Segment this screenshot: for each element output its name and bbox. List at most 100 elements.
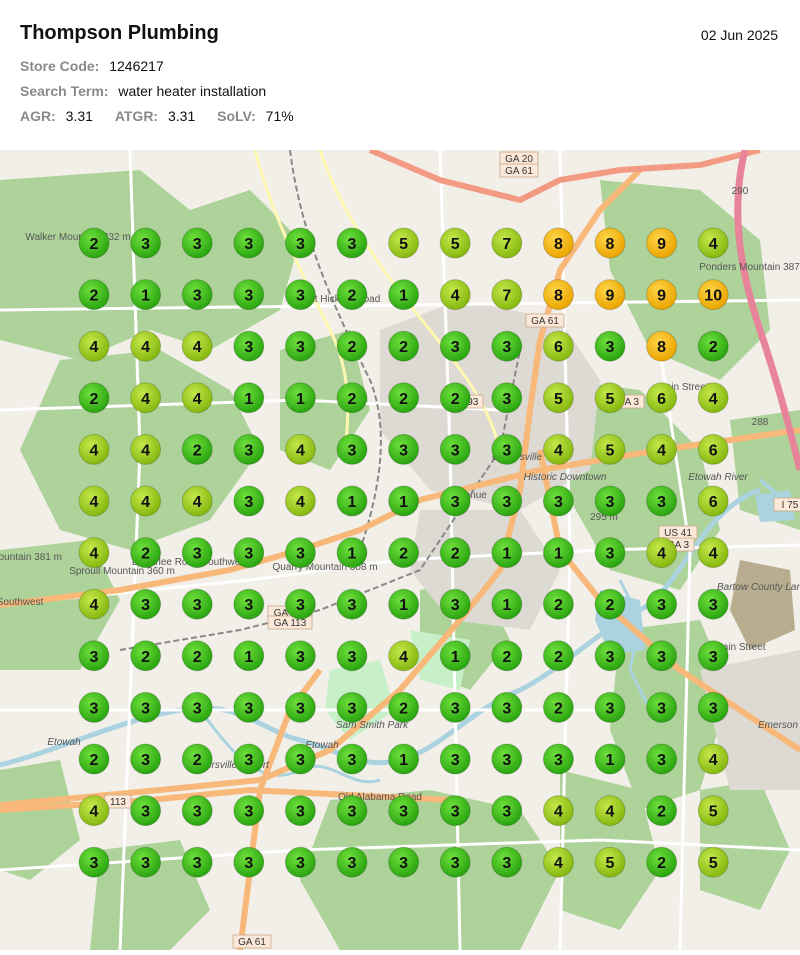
rank-pin-circle[interactable] [439,691,471,723]
rank-pin-circle[interactable] [491,691,523,723]
rank-pin[interactable]: 1 [336,485,368,517]
rank-pin[interactable]: 4 [646,433,678,465]
rank-pin[interactable]: 3 [594,485,626,517]
rank-pins[interactable]: 2 3 3 3 3 3 5 5 7 8 8 9 4 2 1 3 3 3 2 1 4 7 8 9 9 10 4 4 4 3 3 2 2 3 3 6 3 8 2… [78,227,729,878]
rank-pin-circle[interactable] [233,691,265,723]
rank-pin[interactable]: 3 [646,743,678,775]
rank-pin-circle[interactable] [542,382,574,414]
rank-pin[interactable]: 3 [439,485,471,517]
rank-pin[interactable]: 4 [78,795,110,827]
rank-pin[interactable]: 3 [439,846,471,878]
rank-pin[interactable]: 5 [388,227,420,259]
rank-pin[interactable]: 1 [388,743,420,775]
rank-pin[interactable]: 3 [646,691,678,723]
rank-pin[interactable]: 2 [181,743,213,775]
rank-pin[interactable]: 4 [130,485,162,517]
rank-pin-circle[interactable] [233,743,265,775]
rank-pin[interactable]: 3 [130,691,162,723]
rank-pin[interactable]: 2 [336,382,368,414]
rank-pin[interactable]: 3 [233,433,265,465]
rank-pin[interactable]: 4 [78,433,110,465]
rank-pin-circle[interactable] [284,846,316,878]
rank-pin[interactable]: 3 [284,279,316,311]
rank-pin-circle[interactable] [542,743,574,775]
rank-pin[interactable]: 3 [181,795,213,827]
rank-pin-circle[interactable] [594,846,626,878]
rank-pin-circle[interactable] [78,691,110,723]
rank-pin[interactable]: 3 [181,846,213,878]
rank-pin-circle[interactable] [284,330,316,362]
rank-pin-circle[interactable] [439,743,471,775]
rank-pin[interactable]: 4 [542,846,574,878]
rank-pin[interactable]: 3 [336,846,368,878]
rank-pin[interactable]: 3 [697,691,729,723]
rank-pin[interactable]: 3 [130,588,162,620]
rank-pin[interactable]: 3 [233,795,265,827]
rank-pin-circle[interactable] [130,433,162,465]
rank-pin[interactable]: 2 [388,691,420,723]
rank-pin[interactable]: 3 [284,795,316,827]
rank-pin-circle[interactable] [697,433,729,465]
rank-pin[interactable]: 3 [388,795,420,827]
rank-pin[interactable]: 5 [594,846,626,878]
rank-pin[interactable]: 1 [542,537,574,569]
rank-pin[interactable]: 3 [336,433,368,465]
rank-pin-circle[interactable] [78,382,110,414]
rank-pin[interactable]: 3 [233,279,265,311]
rank-pin[interactable]: 2 [78,227,110,259]
rank-pin-circle[interactable] [130,382,162,414]
rank-pin-circle[interactable] [336,588,368,620]
rank-pin-circle[interactable] [697,640,729,672]
rank-pin-circle[interactable] [181,691,213,723]
rank-pin-circle[interactable] [439,846,471,878]
rank-pin[interactable]: 4 [439,279,471,311]
rank-pin-circle[interactable] [646,433,678,465]
rank-pin[interactable]: 3 [646,640,678,672]
rank-pin-circle[interactable] [336,537,368,569]
rank-pin[interactable]: 1 [491,537,523,569]
rank-pin-circle[interactable] [336,846,368,878]
rank-pin[interactable]: 4 [78,330,110,362]
rank-pin[interactable]: 3 [491,433,523,465]
rank-pin-circle[interactable] [491,846,523,878]
rank-pin-circle[interactable] [181,330,213,362]
rank-pin[interactable]: 3 [233,743,265,775]
rank-pin-circle[interactable] [284,382,316,414]
rank-pin[interactable]: 3 [697,588,729,620]
rank-pin[interactable]: 3 [336,691,368,723]
rank-pin[interactable]: 3 [233,846,265,878]
rank-pin-circle[interactable] [439,279,471,311]
rank-pin[interactable]: 3 [130,795,162,827]
rank-pin-circle[interactable] [78,330,110,362]
rank-pin[interactable]: 3 [439,743,471,775]
rank-pin[interactable]: 3 [78,640,110,672]
rank-pin-circle[interactable] [181,795,213,827]
rank-pin[interactable]: 4 [78,537,110,569]
rank-pin[interactable]: 2 [388,382,420,414]
rank-pin-circle[interactable] [78,640,110,672]
rank-pin[interactable]: 3 [439,330,471,362]
rank-pin-circle[interactable] [388,279,420,311]
rank-pin-circle[interactable] [181,433,213,465]
rank-pin[interactable]: 2 [78,279,110,311]
rank-pin[interactable]: 3 [233,485,265,517]
rank-pin[interactable]: 3 [284,330,316,362]
rank-pin-circle[interactable] [594,795,626,827]
rank-pin-circle[interactable] [388,588,420,620]
rank-pin-circle[interactable] [646,382,678,414]
rank-pin-circle[interactable] [388,330,420,362]
rank-pin[interactable]: 3 [439,588,471,620]
rank-pin-circle[interactable] [491,743,523,775]
rank-pin[interactable]: 2 [388,330,420,362]
rank-pin[interactable]: 4 [181,330,213,362]
rank-pin-circle[interactable] [594,485,626,517]
rank-pin[interactable]: 3 [594,640,626,672]
rank-pin[interactable]: 3 [336,795,368,827]
rank-pin[interactable]: 3 [233,537,265,569]
rank-pin[interactable]: 3 [336,588,368,620]
rank-pin[interactable]: 1 [594,743,626,775]
rank-pin-circle[interactable] [284,691,316,723]
rank-pin-circle[interactable] [697,846,729,878]
rank-pin[interactable]: 2 [646,846,678,878]
